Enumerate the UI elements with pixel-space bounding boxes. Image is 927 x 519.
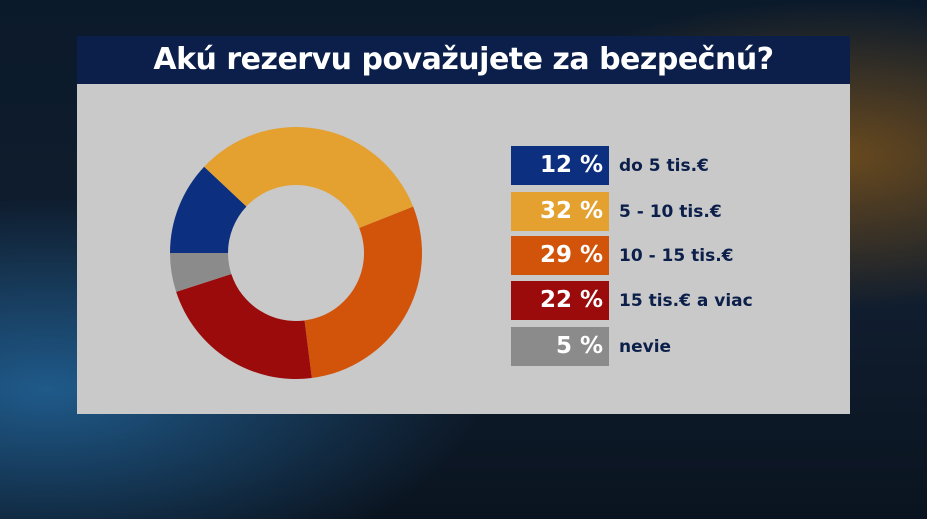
legend-item: 5 % nevie [511,327,671,366]
legend-value: 29 % [511,236,609,275]
legend-label: 15 tis.€ a viac [619,290,753,311]
legend-label: nevie [619,336,672,357]
legend-label: do 5 tis.€ [619,155,709,176]
legend-item: 12 % do 5 tis.€ [511,146,709,185]
legend-item: 29 % 10 - 15 tis.€ [511,236,733,275]
donut-slice [170,166,247,253]
legend-item: 32 % 5 - 10 tis.€ [511,192,722,231]
legend-item: 22 % 15 tis.€ a viac [511,281,753,320]
chart-title: Akú rezervu považujete za bezpečnú? [77,36,850,84]
donut-slice [170,253,232,292]
legend-value: 32 % [511,192,609,231]
donut-slice [176,274,312,379]
donut-slice [304,206,422,379]
donut-slice [204,127,414,228]
legend-label: 10 - 15 tis.€ [619,245,734,266]
legend-value: 22 % [511,281,609,320]
legend-label: 5 - 10 tis.€ [619,201,722,222]
legend-value: 5 % [511,327,609,366]
donut-chart [170,127,422,379]
chart-panel: 12 % do 5 tis.€ 32 % 5 - 10 tis.€ 29 % 10 - 1… [77,84,850,414]
legend-value: 12 % [511,146,609,185]
